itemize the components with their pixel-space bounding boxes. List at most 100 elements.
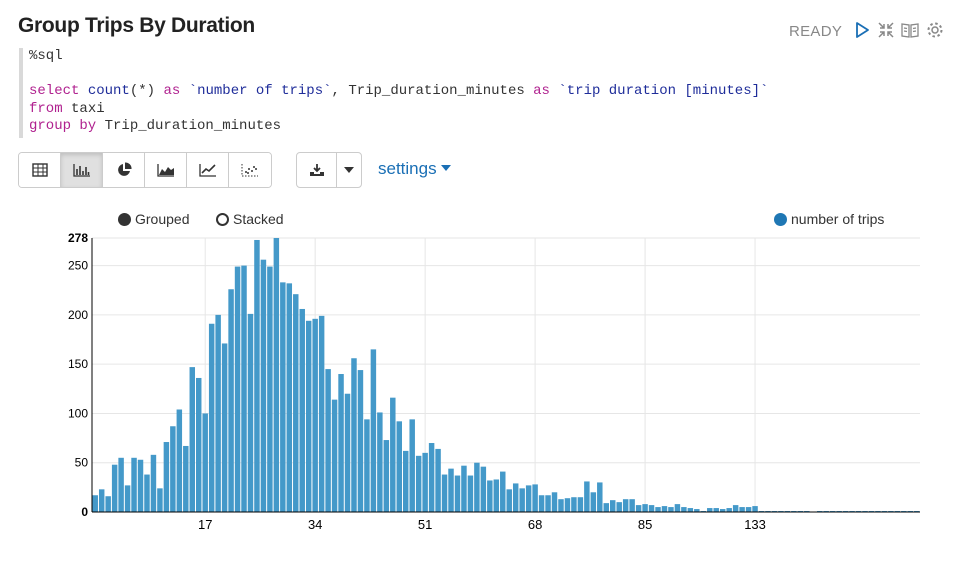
bar[interactable] <box>474 462 480 512</box>
settings-toggle[interactable]: settings <box>378 159 452 179</box>
collapse-icon[interactable] <box>876 20 896 40</box>
bar[interactable] <box>325 369 331 512</box>
bar[interactable] <box>597 482 603 512</box>
bar[interactable] <box>124 485 131 512</box>
bar[interactable] <box>584 481 590 512</box>
bar[interactable] <box>448 468 454 512</box>
bar[interactable] <box>493 479 500 512</box>
bar[interactable] <box>144 474 150 512</box>
bar[interactable] <box>461 465 467 512</box>
bar[interactable] <box>208 323 215 512</box>
bar[interactable] <box>642 504 648 512</box>
bar[interactable] <box>157 488 163 512</box>
bar[interactable] <box>267 266 273 512</box>
bar[interactable] <box>551 492 558 512</box>
bar[interactable] <box>435 448 441 512</box>
bar[interactable] <box>707 508 713 512</box>
bar[interactable] <box>254 239 260 512</box>
area-chart-view-button[interactable] <box>145 153 187 187</box>
bar[interactable] <box>629 499 635 512</box>
bar[interactable] <box>338 374 344 512</box>
bar[interactable] <box>118 457 124 512</box>
bar[interactable] <box>441 474 448 512</box>
bar[interactable] <box>92 495 98 512</box>
bar[interactable] <box>500 471 506 512</box>
bar[interactable] <box>150 454 157 512</box>
bar[interactable] <box>726 508 732 512</box>
bar[interactable] <box>732 505 739 512</box>
bar[interactable] <box>622 499 629 512</box>
gear-icon[interactable] <box>925 20 945 40</box>
bar[interactable] <box>390 397 396 512</box>
bar[interactable] <box>674 504 681 512</box>
bar[interactable] <box>752 506 758 512</box>
bar[interactable] <box>661 506 668 512</box>
bar[interactable] <box>377 412 383 512</box>
bar[interactable] <box>312 318 318 512</box>
bar[interactable] <box>370 349 377 512</box>
bar[interactable] <box>183 445 189 512</box>
bar[interactable] <box>137 459 144 512</box>
grouped-radio[interactable]: Grouped <box>118 211 189 227</box>
book-icon[interactable] <box>900 20 920 40</box>
bar[interactable] <box>409 419 415 512</box>
bar[interactable] <box>228 289 234 512</box>
bar[interactable] <box>487 480 493 512</box>
bar[interactable] <box>293 294 299 512</box>
bar[interactable] <box>681 507 687 512</box>
bar[interactable] <box>202 413 208 512</box>
bar[interactable] <box>176 409 183 512</box>
download-options-button[interactable] <box>337 153 361 187</box>
bar[interactable] <box>719 509 726 512</box>
bar[interactable] <box>512 483 519 512</box>
pie-chart-view-button[interactable] <box>103 153 145 187</box>
run-icon[interactable] <box>852 20 872 40</box>
bar[interactable] <box>480 466 487 512</box>
bar[interactable] <box>357 370 364 512</box>
bar[interactable] <box>170 426 176 512</box>
scatter-chart-view-button[interactable] <box>229 153 271 187</box>
bar[interactable] <box>525 485 532 512</box>
bar[interactable] <box>189 367 195 512</box>
bar[interactable] <box>506 489 512 512</box>
bar[interactable] <box>260 259 267 512</box>
bar[interactable] <box>571 497 577 512</box>
bar[interactable] <box>215 314 221 512</box>
bar[interactable] <box>98 489 105 512</box>
bar[interactable] <box>163 442 170 512</box>
bar[interactable] <box>616 502 622 512</box>
bar[interactable] <box>564 498 571 512</box>
bar[interactable] <box>428 443 435 512</box>
bar[interactable] <box>131 457 137 512</box>
bar[interactable] <box>532 484 538 512</box>
bar[interactable] <box>713 508 719 512</box>
bar[interactable] <box>234 266 241 512</box>
bar[interactable] <box>415 455 422 512</box>
bar[interactable] <box>519 488 525 512</box>
bar[interactable] <box>396 421 402 512</box>
stacked-radio[interactable]: Stacked <box>216 211 284 227</box>
line-chart-view-button[interactable] <box>187 153 229 187</box>
series-legend-item[interactable]: number of trips <box>774 211 884 227</box>
bar[interactable] <box>603 503 609 512</box>
bar[interactable] <box>351 358 357 512</box>
code-editor[interactable]: %sql select count(*) as `number of trips… <box>19 48 929 138</box>
bar[interactable] <box>299 308 305 512</box>
bar[interactable] <box>635 505 642 512</box>
bar[interactable] <box>105 496 111 512</box>
bar[interactable] <box>454 475 461 512</box>
bar[interactable] <box>344 393 351 512</box>
bar[interactable] <box>610 500 616 512</box>
bar[interactable] <box>383 440 390 512</box>
bar[interactable] <box>422 452 428 512</box>
bar[interactable] <box>558 499 564 512</box>
bar[interactable] <box>364 419 370 512</box>
bar[interactable] <box>577 497 584 512</box>
bar[interactable] <box>648 505 655 512</box>
bar[interactable] <box>655 507 661 512</box>
bar[interactable] <box>745 507 752 512</box>
bar[interactable] <box>538 495 545 512</box>
bar[interactable] <box>280 282 286 512</box>
bar[interactable] <box>403 450 409 512</box>
bar[interactable] <box>467 475 474 512</box>
